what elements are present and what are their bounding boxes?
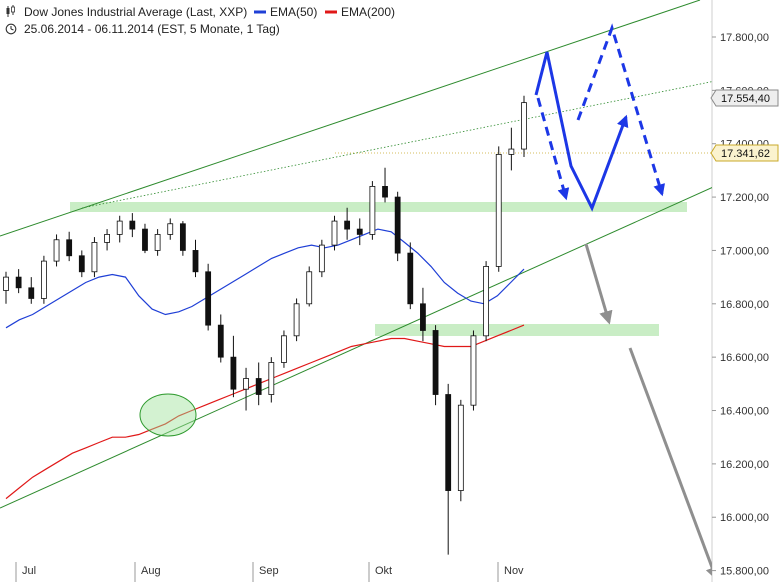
candle: [15, 269, 22, 294]
candle: [41, 255, 47, 304]
candle: [508, 127, 515, 171]
candle: [217, 314, 224, 363]
candle: [281, 330, 287, 368]
candle: [192, 239, 199, 278]
y-tick-label: 15.800,00: [720, 566, 769, 578]
candle: [255, 362, 262, 406]
candle: [445, 383, 452, 555]
ema50-legend-label: EMA(50): [270, 5, 317, 19]
candle: [457, 399, 464, 502]
period-subtitle: 25.06.2014 - 06.11.2014 (EST, 5 Monate, …: [24, 22, 280, 36]
gray-projection-arrow-2: [628, 347, 712, 581]
chart-header: Dow Jones Industrial Average (Last, XXP)…: [5, 5, 395, 36]
candle: [470, 330, 477, 411]
candle: [104, 229, 110, 251]
candle: [356, 218, 363, 246]
candle: [28, 277, 35, 304]
y-tick-label: 17.200,00: [720, 192, 769, 204]
resistance-zone: [70, 202, 687, 212]
candle: [53, 234, 60, 267]
candle: [116, 215, 123, 243]
candle: [243, 367, 249, 411]
blue-dashed-projection-up-down: [576, 23, 665, 197]
blue-dashed-projection-down: [536, 97, 570, 201]
y-tick-label: 17.800,00: [720, 32, 769, 44]
candle: [521, 95, 527, 158]
x-axis-ticks: Jul Aug Sep Okt Nov: [15, 562, 524, 582]
price-badge-marker: 17.341,62: [710, 144, 779, 162]
x-tick-label: Sep: [259, 565, 279, 577]
candle: [407, 242, 414, 310]
candle: [344, 207, 351, 240]
candle: [420, 287, 426, 342]
candle: [91, 237, 98, 278]
candle: [394, 191, 401, 262]
instrument-title: Dow Jones Industrial Average (Last, XXP): [24, 5, 247, 19]
y-tick-label: 16.600,00: [720, 352, 769, 364]
dotted-trend-line: [81, 81, 712, 209]
ema200-legend-label: EMA(200): [341, 5, 395, 19]
candle: [230, 335, 237, 398]
y-axis-ticks: 15.800,00 16.000,00 16.200,00 16.400,00 16.6…: [712, 32, 769, 578]
candle: [382, 167, 388, 203]
candles-layer: [3, 95, 527, 555]
candlestick-icon: [6, 5, 15, 17]
x-tick-label: Jul: [22, 565, 36, 577]
candle: [483, 261, 489, 342]
candle: [306, 266, 313, 307]
gray-projection-arrow-1: [584, 243, 613, 325]
candle: [495, 146, 502, 272]
candle: [318, 239, 325, 278]
y-tick-label: 16.800,00: [720, 299, 769, 311]
svg-text:17.341,62: 17.341,62: [721, 148, 770, 160]
candle: [268, 357, 275, 403]
candle: [331, 215, 338, 251]
price-badge-last: 17.554,40: [710, 89, 779, 107]
ema200-touch-circle: [139, 393, 197, 437]
candle: [154, 229, 161, 256]
blue-solid-projection: [534, 51, 629, 212]
lower-channel-line: [0, 187, 712, 509]
ema50-layer: [5, 228, 525, 329]
x-tick-label: Aug: [141, 565, 161, 577]
candle: [129, 213, 136, 238]
y-tick-label: 16.200,00: [720, 459, 769, 471]
candle: [66, 231, 73, 262]
candle: [142, 223, 148, 254]
candle: [78, 250, 85, 278]
y-tick-label: 16.000,00: [720, 512, 769, 524]
ema50-line: [5, 228, 525, 329]
y-tick-label: 17.000,00: [720, 245, 769, 257]
clock-icon: [5, 23, 17, 35]
candle: [432, 325, 439, 406]
candle: [167, 218, 174, 240]
candle: [293, 298, 300, 342]
support-zone: [375, 324, 659, 336]
svg-text:17.554,40: 17.554,40: [721, 93, 770, 105]
candle: [179, 221, 186, 256]
candle: [3, 271, 9, 304]
candle: [205, 263, 212, 331]
x-tick-label: Nov: [504, 565, 524, 577]
y-tick-label: 16.400,00: [720, 406, 769, 418]
x-tick-label: Okt: [375, 565, 392, 577]
upper-channel-line: [0, 0, 701, 237]
candle: [369, 181, 376, 240]
